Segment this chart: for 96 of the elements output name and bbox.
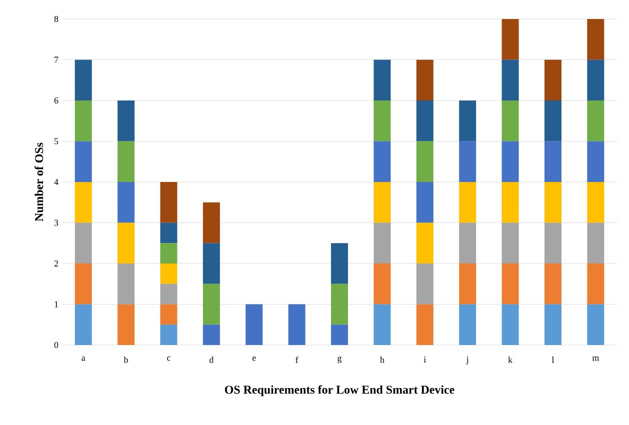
y-axis-title: Number of OSs (34, 142, 44, 222)
bar (502, 60, 519, 100)
bar (74, 100, 92, 142)
y-tick-label: 8 (54, 16, 58, 22)
bar (160, 222, 178, 244)
bar (374, 304, 391, 345)
bar (459, 100, 476, 142)
bar (544, 264, 562, 304)
bar (118, 100, 135, 142)
bar (416, 60, 434, 100)
bar (459, 222, 476, 264)
bar (587, 18, 604, 60)
bar (374, 264, 391, 304)
bar (74, 182, 92, 223)
bar (160, 264, 178, 284)
bar (416, 182, 434, 223)
bar (416, 222, 434, 264)
y-tick-label: 6 (54, 97, 58, 104)
bar (160, 182, 178, 223)
x-tick-label: a (82, 356, 86, 361)
bar (118, 141, 135, 182)
bar (202, 324, 220, 345)
bar (374, 100, 391, 142)
bar (74, 264, 92, 304)
x-tick-label: k (508, 356, 513, 363)
bar (160, 284, 178, 304)
bar (202, 284, 220, 325)
bar (374, 182, 391, 223)
x-tick-label: d (210, 356, 214, 363)
bar (416, 264, 434, 304)
bar (331, 324, 348, 345)
x-tick-label: i (424, 356, 426, 362)
bar (74, 222, 92, 264)
bar (502, 182, 519, 223)
bar (587, 60, 604, 100)
bar (587, 182, 604, 223)
bar (459, 182, 476, 223)
bar (544, 60, 562, 100)
bar (544, 222, 562, 264)
x-tick-label: f (296, 356, 298, 363)
x-tick-label: e (252, 356, 256, 361)
bar (118, 222, 135, 264)
bar (587, 222, 604, 264)
bar (160, 304, 178, 325)
bar (331, 243, 348, 284)
bar (587, 264, 604, 304)
bar (544, 100, 562, 142)
x-tick-label: g (338, 356, 342, 364)
x-tick-label: h (380, 356, 384, 363)
bar (502, 222, 519, 264)
bar (74, 141, 92, 182)
x-axis-title: OS Requirements for Low End Smart Device (224, 385, 454, 396)
bar (502, 141, 519, 182)
y-tick-label: 4 (54, 179, 58, 185)
x-tick-label: l (552, 356, 554, 363)
y-tick-label: 5 (54, 138, 58, 144)
bar (160, 324, 178, 345)
bar (587, 141, 604, 182)
bar (459, 264, 476, 304)
y-tick-label: 1 (54, 301, 58, 308)
bar (544, 141, 562, 182)
bar (331, 284, 348, 325)
bar (587, 304, 604, 345)
bar (160, 243, 178, 264)
bar (544, 304, 562, 345)
x-tick-label: c (167, 356, 170, 361)
bar (74, 304, 92, 345)
bar (246, 304, 263, 345)
x-tick-label: j (466, 356, 468, 364)
bar (502, 100, 519, 142)
bar (74, 60, 92, 100)
y-tick-label: 2 (54, 260, 58, 266)
bar (459, 304, 476, 345)
x-tick-label: m (592, 356, 600, 361)
y-tick-label: 0 (54, 342, 58, 348)
bar (416, 141, 434, 182)
bar (118, 304, 135, 345)
bar (118, 264, 135, 304)
y-tick-label: 3 (54, 220, 58, 226)
bar (202, 202, 220, 244)
y-tick-label: 7 (54, 56, 58, 63)
bar (416, 304, 434, 345)
bar (502, 304, 519, 345)
bar (118, 182, 135, 223)
bar (374, 222, 391, 264)
bar (544, 182, 562, 223)
bar (374, 141, 391, 182)
bar (416, 100, 434, 142)
bar (459, 141, 476, 182)
bar (502, 264, 519, 304)
bar (587, 100, 604, 142)
bar (374, 60, 391, 100)
x-tick-label: b (124, 356, 128, 363)
bar (288, 304, 306, 345)
bar (202, 243, 220, 284)
bar (502, 18, 519, 60)
